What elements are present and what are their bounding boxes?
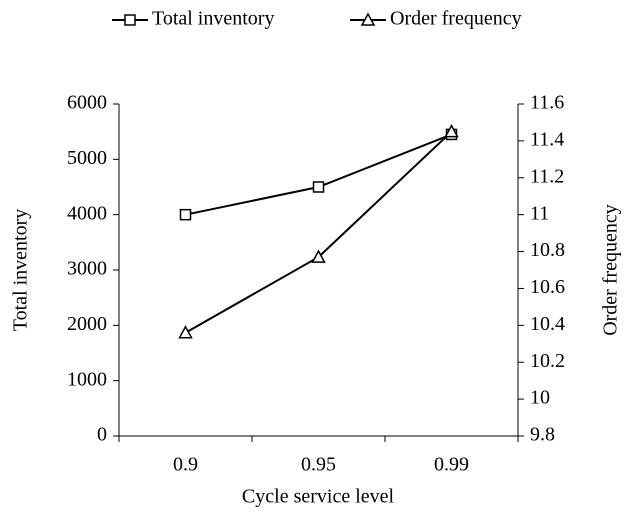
y-tick-label: 4000 [67,202,107,224]
series-line [185,130,453,334]
y2-tick-label: 10 [530,387,550,409]
y2-tick-label: 11.2 [530,165,564,187]
data-point [179,208,192,221]
y-tick-label: 6000 [67,92,107,114]
y2-tick-label: 11.4 [530,128,564,150]
y-tick-label: 3000 [67,258,107,280]
y-tick-label: 1000 [67,368,107,390]
x-tick-label: 0.99 [434,454,469,476]
y2-tick-label: 10.4 [530,313,565,335]
y2-tick-label: 11 [530,202,549,224]
x-tick-label: 0.95 [301,454,336,476]
legend-marker [360,12,376,26]
data-point [312,181,325,193]
y2-axis-title: Order frequency [600,204,622,336]
y2-tick-label: 10.6 [530,276,565,298]
data-point [311,249,326,263]
y2-tick-label: 10.2 [530,350,565,372]
series-line [185,133,452,216]
x-axis-title: Cycle service level [242,486,395,508]
y-tick-label: 2000 [67,313,107,335]
legend-label: Total inventory [152,8,274,30]
legend-marker [124,14,136,26]
y2-tick-label: 9.8 [530,424,555,446]
y-tick-label: 5000 [67,147,107,169]
data-point [178,325,193,339]
y-axis-title: Total inventory [10,209,32,331]
legend-label: Order frequency [390,8,522,30]
y-tick-label: 0 [97,424,107,446]
data-point [444,124,459,138]
x-tick-label: 0.9 [173,454,198,476]
y2-tick-label: 11.6 [530,92,564,114]
y2-tick-label: 10.8 [530,239,565,261]
